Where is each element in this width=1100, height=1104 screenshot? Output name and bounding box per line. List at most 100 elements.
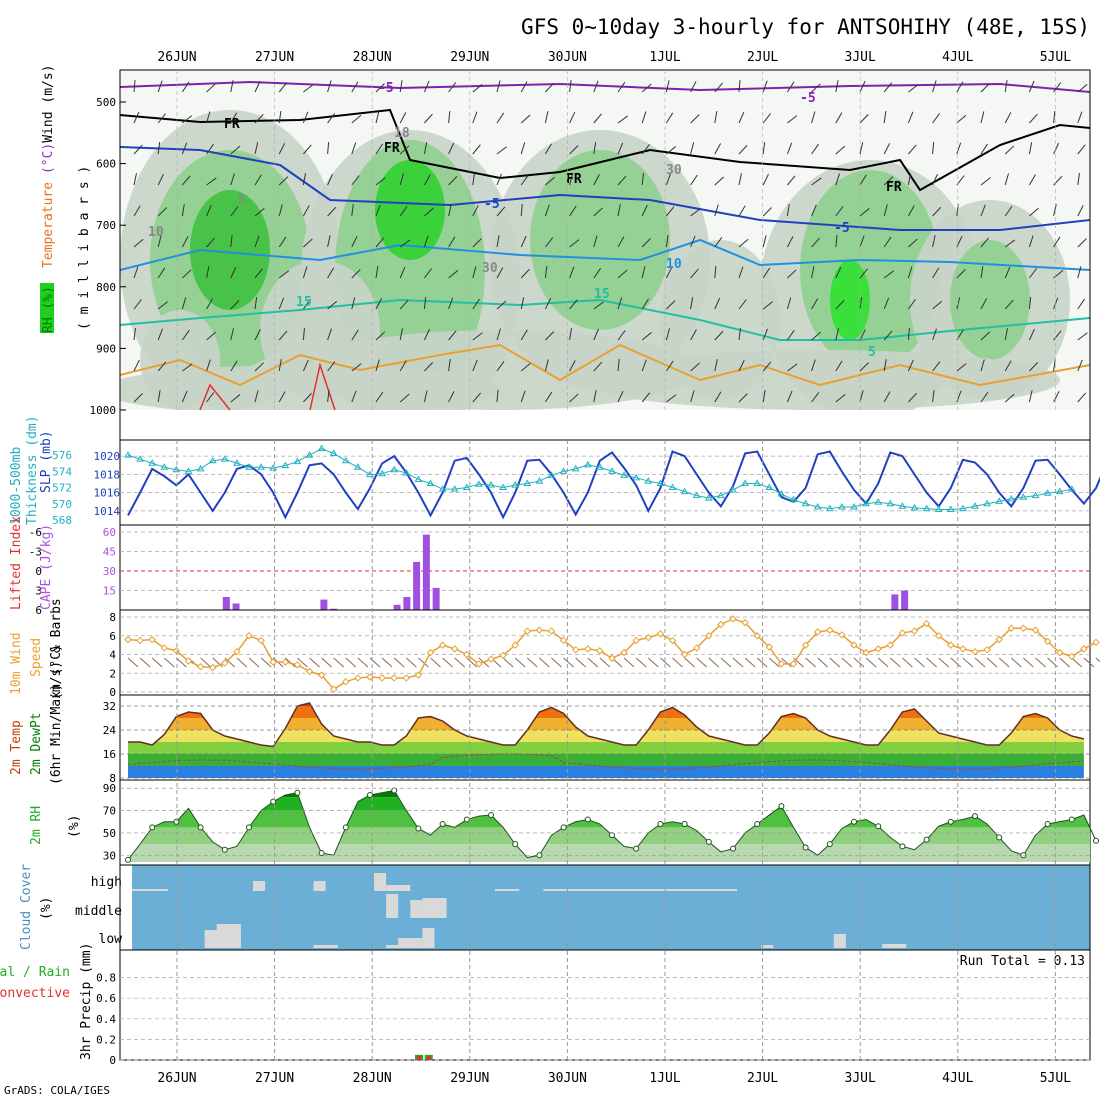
wind-barb <box>327 390 330 403</box>
wind10-point <box>620 648 628 657</box>
wind-barb <box>399 112 407 124</box>
thickness-point <box>765 483 774 491</box>
wind-barb <box>302 266 308 279</box>
thickness-point <box>874 498 883 505</box>
wind-barb <box>980 111 985 124</box>
wind10-barb <box>744 657 756 668</box>
wind-barb <box>690 235 696 248</box>
slp-tick-label: 1016 <box>94 487 121 500</box>
thickness-point <box>184 467 193 474</box>
wind-barb <box>278 176 289 186</box>
thickness-point <box>704 494 713 501</box>
wind10-barb <box>200 657 211 668</box>
svg-text:Temperature (°C)Wind (m/s): Temperature (°C)Wind (m/s) <box>41 64 56 268</box>
wind10-barb <box>575 657 587 668</box>
wind-barb <box>666 206 675 217</box>
wind-barb <box>496 173 502 186</box>
wind-barb <box>714 266 717 279</box>
wind10-point <box>1080 645 1088 653</box>
temp-band <box>128 706 1084 718</box>
wind-barb <box>520 81 528 93</box>
wind-barb <box>302 173 306 186</box>
wind-barb <box>206 331 216 341</box>
wind10-barb <box>345 657 357 668</box>
wind-barb <box>859 297 863 310</box>
wind-barb <box>133 299 142 310</box>
wind10-point <box>850 641 858 649</box>
wind-barb <box>714 359 718 372</box>
wind-barb <box>278 391 286 403</box>
thickness-point <box>414 475 423 482</box>
wind-barb <box>907 328 910 341</box>
wind-barb <box>278 297 285 310</box>
cape-bar <box>320 599 328 610</box>
cape-bar <box>330 608 338 610</box>
wind10-point <box>523 627 532 635</box>
wind-barb <box>181 81 190 93</box>
wind-barb <box>738 111 745 124</box>
wind-barb <box>787 269 797 279</box>
cloud-cover-label: Cloud Cover <box>19 864 34 950</box>
thickness-point <box>390 465 399 473</box>
wind-barb <box>230 300 240 310</box>
wind-barb <box>544 143 553 155</box>
wind-barb <box>327 112 336 124</box>
thickness-point <box>148 459 157 466</box>
wind-barb <box>133 80 136 93</box>
wind10-point <box>777 660 786 668</box>
wind10-barb <box>599 657 611 668</box>
rh-band <box>128 790 1090 798</box>
wind10-unit-label: (m/s) & Barbs <box>49 598 64 700</box>
wind-barb <box>980 331 991 341</box>
wind-barb <box>569 173 573 186</box>
wind10-barb <box>1010 657 1022 668</box>
wind-barb <box>520 174 529 186</box>
wind10-point <box>644 633 653 642</box>
wind-barb <box>714 391 722 403</box>
wind10-barb <box>708 657 720 668</box>
wind-barb <box>472 298 480 310</box>
date-label-top: 2JUL <box>747 50 778 65</box>
temp-tick-label: 24 <box>103 724 117 737</box>
wind10-barb <box>865 657 877 668</box>
wind-barb <box>907 111 914 124</box>
wind-barb <box>157 361 167 372</box>
wind-barb <box>351 81 359 93</box>
wind-barb <box>303 392 312 403</box>
rh-point <box>584 816 591 823</box>
wind-barb <box>472 144 481 155</box>
rh-point <box>391 787 398 794</box>
thickness-point <box>583 460 592 468</box>
thickness-point <box>378 469 386 477</box>
wind10-barb <box>369 657 381 668</box>
wind-barb <box>907 205 915 217</box>
wind10-barb <box>938 657 950 668</box>
wind-barb <box>423 235 429 248</box>
wind-barb <box>811 83 821 93</box>
wind10-point <box>1092 638 1100 647</box>
wind-barb <box>351 175 360 186</box>
wind10-barb <box>647 657 659 668</box>
cloud-cover-panel: high middle low <box>75 864 1091 951</box>
wind-barb <box>980 143 988 155</box>
wind10-point <box>826 626 834 634</box>
wind-barb <box>254 174 262 186</box>
wind10-barb <box>914 657 925 668</box>
wind10-barb <box>986 657 998 668</box>
wind-barb <box>1028 80 1035 93</box>
wind-barb <box>1077 111 1083 124</box>
wind-barb <box>666 146 677 155</box>
slp-thickness-panel: 1014 1016 1018 1020 568 570 572 574 576 <box>52 439 1100 527</box>
wind-barb <box>908 392 917 403</box>
wind10-point <box>547 627 556 635</box>
wind10-point <box>789 660 798 668</box>
wind10-barb <box>551 657 562 668</box>
wind10-point <box>184 657 193 665</box>
wind-barb <box>617 269 628 279</box>
wind10-point <box>208 663 217 672</box>
wind-barb <box>811 266 815 279</box>
wind-barb <box>932 267 940 279</box>
contour-label: 10 <box>666 257 682 272</box>
wind-barb <box>617 204 621 217</box>
wind-barb <box>786 297 792 310</box>
